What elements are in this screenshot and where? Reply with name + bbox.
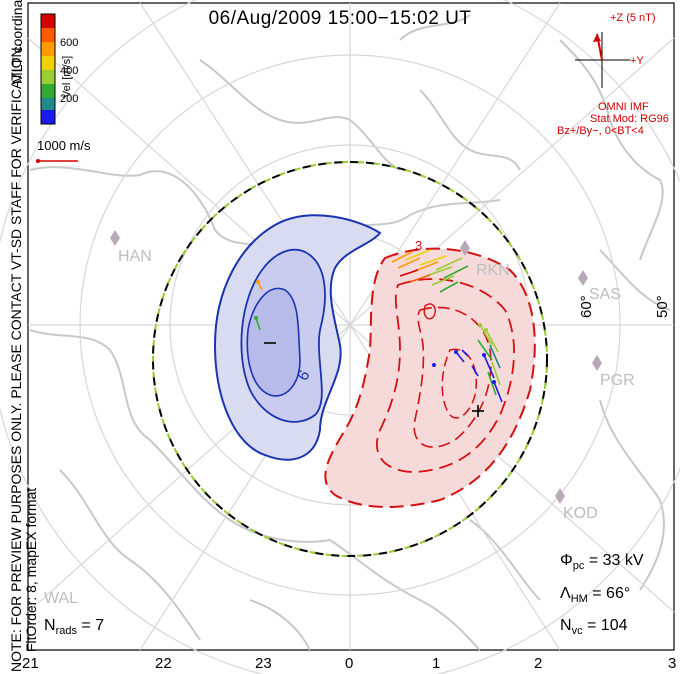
- mlt-label-2: 2: [534, 655, 543, 672]
- stat-n-vc: Nvc = 104: [560, 617, 628, 638]
- stat-phi-pc: Φpc = 33 kV: [560, 552, 644, 573]
- imf-z-label: +Z (5 nT): [610, 12, 656, 24]
- mlt-label-22: 22: [155, 655, 172, 672]
- heppner-maynard-boundary: [152, 161, 548, 557]
- site-pgr: PGR: [600, 372, 635, 389]
- mlt-label-0: 0: [345, 655, 354, 672]
- site-rkn: RKN: [476, 262, 510, 279]
- scale-tick-200: 200: [60, 93, 79, 105]
- positive-potential-cell: [324, 247, 536, 508]
- mlt-label-3: 3: [668, 655, 677, 672]
- reference-vector-label: 1000 m/s: [37, 138, 91, 153]
- site-kod: KOD: [563, 505, 598, 522]
- scale-tick-400: 400: [60, 65, 79, 77]
- mlt-label-23: 23: [255, 655, 272, 672]
- imf-source-label: OMNI IMF: [598, 101, 649, 113]
- hmb-vector-ring: [152, 161, 548, 557]
- red-contour-label: 3: [415, 238, 423, 253]
- imf-y-label: +Y: [630, 55, 644, 67]
- cell-markers: [264, 342, 484, 417]
- site-han: HAN: [118, 248, 152, 265]
- stat-lambda-hm: ΛHM = 66°: [560, 585, 631, 606]
- mlt-coordinates-label: MLT coordinates: [9, 0, 25, 84]
- latitude-label-50: 50°: [654, 295, 671, 318]
- velocity-colorbar: [40, 13, 56, 125]
- imf-condition-label: Bz+/By−, 0<BT<4: [557, 125, 644, 137]
- stat-n-rads: Nrads = 7: [44, 617, 105, 638]
- velocity-vectors: [255, 249, 503, 403]
- vector-roots: [254, 280, 496, 384]
- reference-vector: [36, 159, 78, 163]
- fit-order-label: FitOrder: 8, mapEX format: [23, 487, 39, 652]
- map-title: 06/Aug/2009 15:00−15:02 UT: [208, 8, 472, 29]
- site-wal: WAL: [44, 590, 79, 607]
- radar-site-markers: [107, 230, 602, 504]
- latitude-label-60: 60°: [578, 295, 595, 318]
- site-sas: SAS: [589, 286, 622, 303]
- imf-dial: [575, 32, 630, 88]
- mlt-label-1: 1: [432, 655, 441, 672]
- negative-potential-cell: [213, 214, 382, 461]
- scale-tick-600: 600: [60, 37, 79, 49]
- stat-model-label: Stat Mod: RG96: [590, 113, 669, 125]
- preview-note: NOTE: FOR PREVIEW PURPOSES ONLY. PLEASE …: [8, 43, 24, 672]
- mlt-label-21: 21: [22, 655, 39, 672]
- plot-border: [27, 2, 675, 651]
